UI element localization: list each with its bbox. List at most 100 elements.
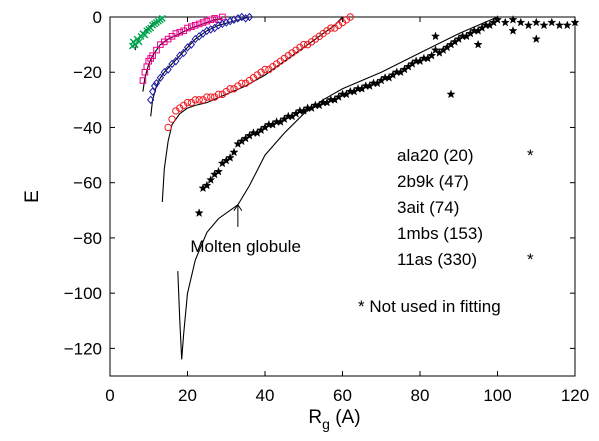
y-tick-label: −100 bbox=[64, 284, 102, 303]
data-point bbox=[194, 208, 204, 217]
data-point bbox=[230, 15, 238, 25]
x-tick-label: 20 bbox=[178, 386, 197, 405]
data-point bbox=[300, 40, 308, 49]
data-point bbox=[172, 30, 180, 37]
legend-entry: 3ait (74) bbox=[397, 198, 459, 217]
data-point bbox=[191, 96, 199, 104]
data-point bbox=[508, 15, 518, 24]
data-point bbox=[188, 23, 195, 30]
annotations: Molten globule bbox=[190, 203, 301, 256]
data-point bbox=[131, 41, 139, 49]
data-point bbox=[153, 46, 160, 54]
data-point bbox=[446, 89, 456, 99]
data-point bbox=[179, 48, 188, 58]
data-point bbox=[207, 16, 215, 24]
data-point bbox=[238, 79, 246, 87]
data-point bbox=[214, 21, 223, 30]
y-ticks: 0 −20 −40 −60 −80 −100 −120 bbox=[64, 8, 575, 358]
data-point bbox=[562, 20, 572, 30]
data-point bbox=[199, 19, 207, 26]
x-tick-label: 120 bbox=[561, 386, 589, 405]
data-point bbox=[164, 65, 172, 74]
x-tick-label: 40 bbox=[256, 386, 275, 405]
data-point bbox=[211, 15, 218, 22]
data-point bbox=[261, 65, 269, 74]
data-point bbox=[172, 56, 180, 66]
data-point bbox=[531, 17, 541, 27]
x-tick-label: 100 bbox=[483, 386, 511, 405]
data-point bbox=[539, 20, 549, 30]
x-tick-label: 80 bbox=[411, 386, 430, 405]
data-point bbox=[187, 40, 196, 49]
data-point bbox=[191, 21, 199, 29]
data-point bbox=[427, 50, 437, 60]
data-point bbox=[554, 20, 565, 30]
data-point bbox=[168, 115, 176, 123]
data-point bbox=[158, 14, 166, 22]
curves bbox=[134, 16, 498, 360]
data-point bbox=[241, 14, 250, 23]
legend: ala20 (20) * 2b9k (47) 3ait (74) 1mbs (153) 1… bbox=[397, 146, 534, 269]
data-point bbox=[135, 38, 143, 46]
legend-entry: ala20 (20) bbox=[397, 146, 474, 165]
data-point bbox=[149, 52, 156, 59]
data-point bbox=[245, 12, 254, 22]
data-point bbox=[430, 31, 441, 41]
data-point bbox=[207, 25, 215, 34]
data-point bbox=[148, 87, 157, 96]
footnote: * Not used in fitting bbox=[358, 297, 501, 316]
data-point bbox=[234, 14, 242, 23]
data-point bbox=[346, 13, 354, 21]
x-tick-label: 60 bbox=[333, 386, 352, 405]
data-point bbox=[570, 17, 580, 27]
y-tick-label: −60 bbox=[73, 174, 102, 193]
data-point bbox=[508, 26, 518, 35]
x-axis-label-unit: (A) bbox=[330, 407, 361, 428]
data-point bbox=[152, 79, 161, 88]
data-point bbox=[156, 73, 165, 83]
data-point bbox=[207, 93, 215, 101]
data-point bbox=[164, 123, 172, 132]
data-point bbox=[195, 96, 203, 104]
fit-curve bbox=[142, 17, 223, 92]
markers bbox=[128, 12, 580, 217]
data-point bbox=[139, 77, 147, 84]
data-point bbox=[226, 16, 234, 26]
data-point bbox=[213, 166, 224, 176]
y-tick-label: 0 bbox=[93, 8, 102, 27]
data-point bbox=[226, 85, 234, 93]
data-point bbox=[516, 17, 526, 27]
x-tick-label: 0 bbox=[105, 386, 114, 405]
data-point bbox=[229, 147, 239, 157]
data-point bbox=[500, 17, 510, 27]
data-point bbox=[203, 17, 211, 25]
data-point bbox=[150, 81, 159, 91]
legend-entry-star: * bbox=[527, 146, 534, 165]
data-point bbox=[203, 93, 211, 101]
legend-entry: 11as (330) bbox=[397, 250, 477, 269]
data-point bbox=[147, 95, 155, 105]
legend-entry: 1mbs (153) bbox=[397, 224, 483, 243]
data-point bbox=[195, 20, 203, 28]
legend-entry: 2b9k (47) bbox=[397, 172, 469, 191]
x-axis-label-sub: g bbox=[322, 416, 330, 432]
annotation-label: Molten globule bbox=[190, 237, 301, 256]
data-point bbox=[218, 19, 227, 29]
data-point bbox=[203, 26, 211, 36]
data-point bbox=[225, 153, 235, 162]
data-point bbox=[238, 12, 246, 22]
data-point bbox=[184, 24, 191, 32]
data-point bbox=[141, 31, 149, 39]
data-point bbox=[176, 28, 184, 36]
fit-curve bbox=[177, 16, 498, 360]
data-point bbox=[547, 17, 557, 27]
annotation-arrowhead bbox=[233, 203, 243, 212]
data-point bbox=[183, 98, 192, 107]
x-axis-label-main: R bbox=[308, 407, 322, 428]
y-tick-label: −80 bbox=[73, 229, 102, 248]
fit-curve bbox=[161, 16, 343, 203]
data-point bbox=[473, 39, 483, 49]
y-tick-label: −120 bbox=[64, 339, 102, 358]
y-tick-label: −40 bbox=[73, 118, 102, 137]
